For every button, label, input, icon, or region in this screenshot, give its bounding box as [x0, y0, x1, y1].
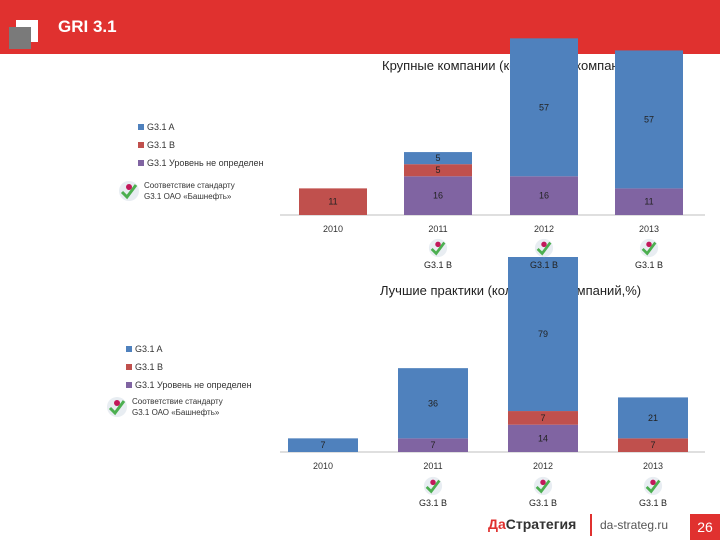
- data-label-a-2013: 57: [644, 114, 654, 124]
- legend-item-undefined: G3.1 Уровень не определен: [138, 154, 264, 172]
- legend-item-b: G3.1 B: [126, 358, 252, 376]
- badge-label: G3.1 B: [423, 260, 452, 270]
- bar-a-2013: [615, 50, 683, 189]
- bar-a-2010: [288, 438, 358, 452]
- bashneft-logo-icon: [534, 238, 554, 258]
- chart-1-legend: G3.1 A G3.1 B G3.1 Уровень не определен …: [119, 118, 264, 202]
- x-tick-label-2012: 2012: [533, 461, 553, 471]
- standard-badge-2011: G3.1 B: [421, 238, 455, 270]
- bashneft-logo-icon: [428, 238, 448, 258]
- legend-label-undefined: G3.1 Уровень не определен: [135, 380, 252, 390]
- badge-label: G3.1 B: [528, 498, 557, 508]
- standard-badge-2013: G3.1 B: [632, 238, 666, 270]
- bashneft-logo-icon: [533, 476, 553, 496]
- header-bar: GRI 3.1: [0, 0, 720, 54]
- footer-brand-da: Да: [488, 516, 506, 532]
- legend-label-b: G3.1 B: [147, 140, 176, 150]
- bashneft-logo-icon: [107, 397, 127, 417]
- footer-brand-rest: Стратегия: [505, 516, 577, 532]
- badge-label: G3.1 B: [418, 498, 447, 508]
- bashneft-logo-icon: [639, 238, 659, 258]
- data-label-b-2013: 7: [650, 440, 655, 450]
- legend-swatch-a: [138, 124, 144, 130]
- legend-swatch-b: [138, 142, 144, 148]
- data-label-a-2012: 57: [539, 102, 549, 112]
- bar-undefined-2011: [398, 438, 468, 452]
- x-tick-label-2010: 2010: [323, 224, 343, 234]
- legend-item-b: G3.1 B: [138, 136, 264, 154]
- legend-standard-line1: Соответствие стандарту: [144, 181, 235, 190]
- bashneft-logo-icon: [423, 476, 443, 496]
- bar-a-2011: [404, 152, 472, 165]
- chart-2-legend: G3.1 A G3.1 B G3.1 Уровень не определен …: [107, 340, 252, 418]
- badge-label: G3.1 B: [529, 260, 558, 270]
- bar-a-2012: [508, 257, 578, 412]
- standard-badge-2012: G3.1 B: [527, 238, 561, 270]
- data-label-undefined-2011: 7: [430, 440, 435, 450]
- data-label-b-2012: 7: [540, 413, 545, 423]
- bar-a-2011: [398, 368, 468, 439]
- data-label-undefined-2013: 11: [644, 197, 653, 207]
- legend-standard-line2: G3.1 ОАО «Башнефть»: [144, 192, 232, 201]
- bar-undefined-2012: [510, 176, 578, 215]
- bar-b-2012: [508, 411, 578, 425]
- x-tick-label-2011: 2011: [423, 461, 442, 471]
- data-label-undefined-2012: 14: [538, 433, 548, 443]
- bar-b-2011: [404, 164, 472, 177]
- bar-undefined-2013: [615, 188, 683, 215]
- legend-item-a: G3.1 A: [138, 118, 264, 136]
- footer-separator: [590, 514, 592, 536]
- badge-label: G3.1 B: [634, 260, 663, 270]
- data-label-undefined-2011: 16: [433, 191, 443, 201]
- legend-item-undefined: G3.1 Уровень не определен: [126, 376, 252, 394]
- page-title: GRI 3.1: [58, 17, 117, 36]
- page-number: 26: [690, 514, 720, 540]
- data-label-a-2013: 21: [648, 413, 658, 423]
- legend-swatch-a: [126, 346, 132, 352]
- legend-label-b: G3.1 B: [135, 362, 164, 372]
- logo-square-gray: [9, 27, 31, 49]
- legend-item-a: G3.1 A: [126, 340, 252, 358]
- x-tick-label-2013: 2013: [639, 224, 659, 234]
- bashneft-logo-icon: [643, 476, 663, 496]
- data-label-a-2011: 5: [435, 153, 440, 163]
- standard-badge-2013: G3.1 B: [636, 476, 670, 508]
- footer-brand: ДаСтратегия: [488, 516, 576, 532]
- data-label-a-2012: 79: [538, 329, 548, 339]
- chart-2-plot: 7 2010 7 36 2011 14 7 79 2012 7 21 2013: [280, 257, 705, 471]
- legend-standard-line1: Соответствие стандарту: [132, 397, 223, 406]
- bashneft-logo-icon: [119, 181, 139, 201]
- bar-b-2013: [618, 438, 688, 452]
- standard-badge-2011: G3.1 B: [416, 476, 450, 508]
- x-tick-label-2013: 2013: [643, 461, 663, 471]
- legend-swatch-b: [126, 364, 132, 370]
- legend-standard-line2: G3.1 ОАО «Башнефть»: [132, 408, 220, 417]
- bar-undefined-2012: [508, 424, 578, 452]
- legend-swatch-undefined: [138, 160, 144, 166]
- data-label-a-2010: 7: [320, 440, 325, 450]
- badge-label: G3.1 B: [638, 498, 667, 508]
- legend-standard: Соответствие стандарту G3.1 ОАО «Башнефть…: [118, 180, 264, 202]
- footer-url: da-strateg.ru: [600, 518, 669, 532]
- data-label-a-2011: 36: [428, 398, 438, 408]
- legend-label-a: G3.1 A: [135, 344, 163, 354]
- x-tick-label-2012: 2012: [534, 224, 554, 234]
- legend-label-undefined: G3.1 Уровень не определен: [147, 158, 264, 168]
- legend-label-a: G3.1 A: [147, 122, 175, 132]
- chart-1-plot: 11 2010 16 5 5 2011 16 57 2012 11 57 2013: [280, 38, 705, 234]
- x-tick-label-2010: 2010: [313, 461, 333, 471]
- bar-b-2010: [299, 188, 367, 215]
- bar-undefined-2011: [404, 176, 472, 215]
- legend-swatch-undefined: [126, 382, 132, 388]
- bar-a-2013: [618, 397, 688, 439]
- bar-a-2012: [510, 38, 578, 177]
- x-tick-label-2011: 2011: [428, 224, 447, 234]
- data-label-undefined-2012: 16: [539, 191, 549, 201]
- standard-badge-2012: G3.1 B: [526, 476, 560, 508]
- data-label-b-2011: 5: [435, 165, 440, 175]
- legend-standard: Соответствие стандарту G3.1 ОАО «Башнефть…: [106, 396, 252, 418]
- data-label-b-2010: 11: [328, 197, 337, 207]
